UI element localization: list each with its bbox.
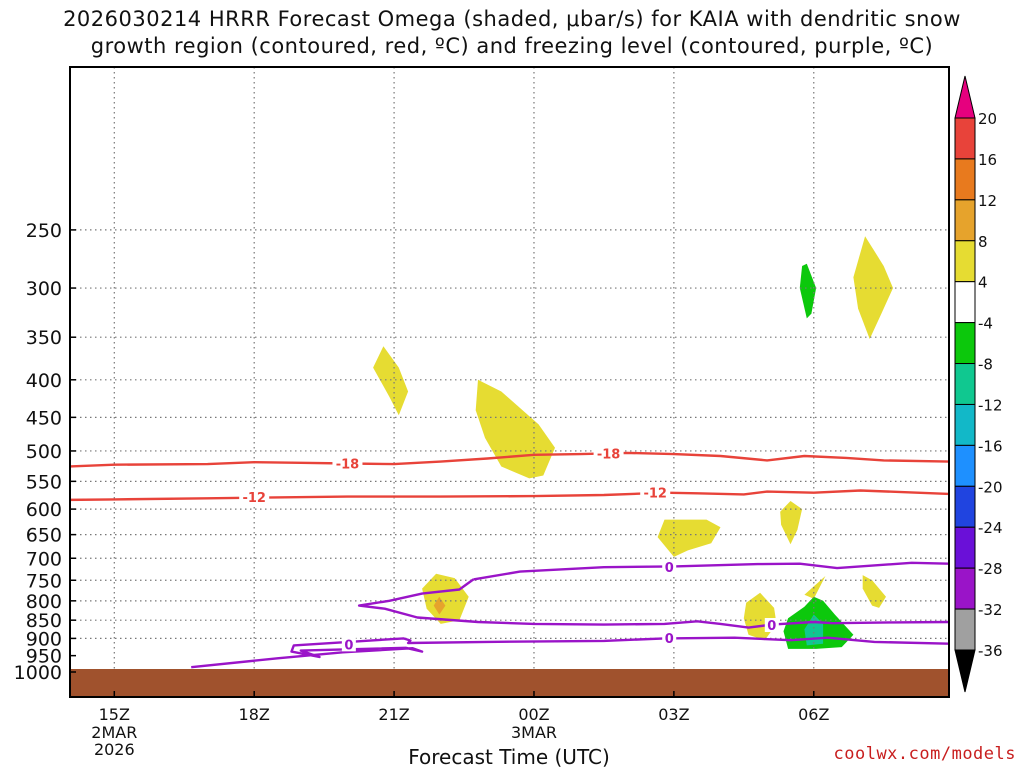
colorbar-label: 12 xyxy=(978,192,997,210)
isotherm-line-1 xyxy=(70,451,949,468)
ground-surface xyxy=(70,669,949,697)
omega-region-11 xyxy=(799,263,817,319)
colorbar-bin-13 xyxy=(954,608,976,651)
omega-region-6 xyxy=(780,501,803,545)
omega-region-9 xyxy=(862,575,886,608)
colorbar-bin-8 xyxy=(954,403,976,446)
y-tick-label: 800 xyxy=(26,591,62,613)
colorbar-bin-9 xyxy=(954,444,976,487)
isotherm-label-bg-2-1 xyxy=(239,490,270,505)
y-tick-label: 950 xyxy=(26,646,62,668)
isotherm-label: -12 xyxy=(242,491,266,506)
y-tick-label: 900 xyxy=(26,628,62,650)
colorbar-bin-2 xyxy=(954,158,976,201)
y-tick-label: 600 xyxy=(26,499,62,521)
isotherm-label: -12 xyxy=(643,487,667,502)
y-tick-label: 500 xyxy=(26,441,62,463)
isotherm-line-3 xyxy=(473,561,949,581)
colorbar-bin-6 xyxy=(954,322,976,365)
omega-region-3 xyxy=(657,519,721,557)
colorbar-label: 16 xyxy=(978,151,997,169)
colorbar-label: 4 xyxy=(978,274,988,292)
x-tick-label: 06Z xyxy=(798,705,829,724)
plot-frame xyxy=(69,66,950,698)
colorbar-label: -24 xyxy=(978,519,1003,537)
x-tick-label: 00Z xyxy=(518,705,549,724)
x-tick-label: 21Z xyxy=(378,705,409,724)
isotherm-label-bg-3-1 xyxy=(662,559,677,574)
y-tick-label: 850 xyxy=(26,610,62,632)
colorbar-label: -16 xyxy=(978,437,1003,455)
y-tick-label: 700 xyxy=(26,548,62,570)
colorbar-bin-3 xyxy=(954,199,976,242)
y-tick-label: 1000 xyxy=(14,662,62,684)
colorbar-label: -12 xyxy=(978,396,1003,414)
colorbar-bin-10 xyxy=(954,485,976,528)
omega-region-1 xyxy=(373,346,409,416)
colorbar-label: 8 xyxy=(978,233,988,251)
colorbar-bin-7 xyxy=(954,363,976,405)
y-tick-label: 450 xyxy=(26,407,62,429)
x-tick-sublabel: 2MAR xyxy=(91,723,137,742)
omega-region-4 xyxy=(422,573,469,624)
chart-title-line-1: 2026030214 HRRR Forecast Omega (shaded, … xyxy=(63,7,961,31)
y-tick-label: 300 xyxy=(26,278,62,300)
colorbar-bin-1 xyxy=(954,117,976,160)
y-tick-label: 250 xyxy=(26,220,62,242)
isotherm-label: 0 xyxy=(665,632,674,647)
colorbar-bin-4 xyxy=(954,240,976,283)
colorbar-label: 20 xyxy=(978,110,997,128)
isotherm-label-bg-1-1 xyxy=(332,456,363,471)
x-axis-title: Forecast Time (UTC) xyxy=(408,745,610,768)
colorbar-arrow-bottom xyxy=(954,649,976,693)
y-tick-label: 350 xyxy=(26,327,62,349)
y-tick-label: 550 xyxy=(26,471,62,493)
isotherm-label: 0 xyxy=(665,561,674,576)
isotherm-label: 0 xyxy=(344,638,353,653)
colorbar-label: -8 xyxy=(978,356,993,374)
colorbar-arrow-top xyxy=(954,75,976,119)
x-tick-label: 15Z xyxy=(99,705,130,724)
y-tick-label: 750 xyxy=(26,570,62,592)
omega-region-5 xyxy=(433,596,446,615)
omega-region-2 xyxy=(475,379,555,479)
isotherm-label: 0 xyxy=(767,619,776,634)
isotherm-line-5 xyxy=(357,578,949,629)
omega-region-10 xyxy=(853,236,893,339)
plot-area: -18 -18 -12 -12 0 0 0 0 xyxy=(70,67,949,697)
isotherm-label: -18 xyxy=(336,457,360,472)
colorbar-bin-12 xyxy=(954,567,976,610)
x-tick-label: 18Z xyxy=(239,705,270,724)
isotherm-label-bg-4-2 xyxy=(662,631,677,646)
y-tick-label: 400 xyxy=(26,370,62,392)
colorbar-label: -28 xyxy=(978,560,1003,578)
isotherm-label-bg-1-2 xyxy=(593,446,624,461)
isotherm-line-2 xyxy=(70,489,949,502)
colorbar-label: -4 xyxy=(978,315,993,333)
isotherm-label-bg-5-1 xyxy=(764,618,779,633)
colorbar-bin-11 xyxy=(954,526,976,569)
colorbar-label: -32 xyxy=(978,601,1003,619)
site-credit: coolwx.com/models xyxy=(833,744,1016,764)
isotherm-label-bg-4-1 xyxy=(341,637,356,652)
colorbar-label: -20 xyxy=(978,478,1003,496)
omega-region-7 xyxy=(804,576,826,599)
chart-title: 2026030214 HRRR Forecast Omega (shaded, … xyxy=(0,6,1024,60)
isotherm-label: -18 xyxy=(597,447,621,462)
x-tick-sublabel: 2026 xyxy=(94,740,135,759)
colorbar-label: -36 xyxy=(978,642,1003,660)
isotherm-line-4 xyxy=(191,636,949,669)
chart-title-line-2: growth region (contoured, red, ºC) and f… xyxy=(90,34,934,58)
x-tick-sublabel: 3MAR xyxy=(511,723,557,742)
x-tick-label: 03Z xyxy=(658,705,689,724)
y-tick-label: 650 xyxy=(26,525,62,547)
isotherm-label-bg-2-2 xyxy=(640,485,671,500)
colorbar-bin-5 xyxy=(954,281,976,324)
